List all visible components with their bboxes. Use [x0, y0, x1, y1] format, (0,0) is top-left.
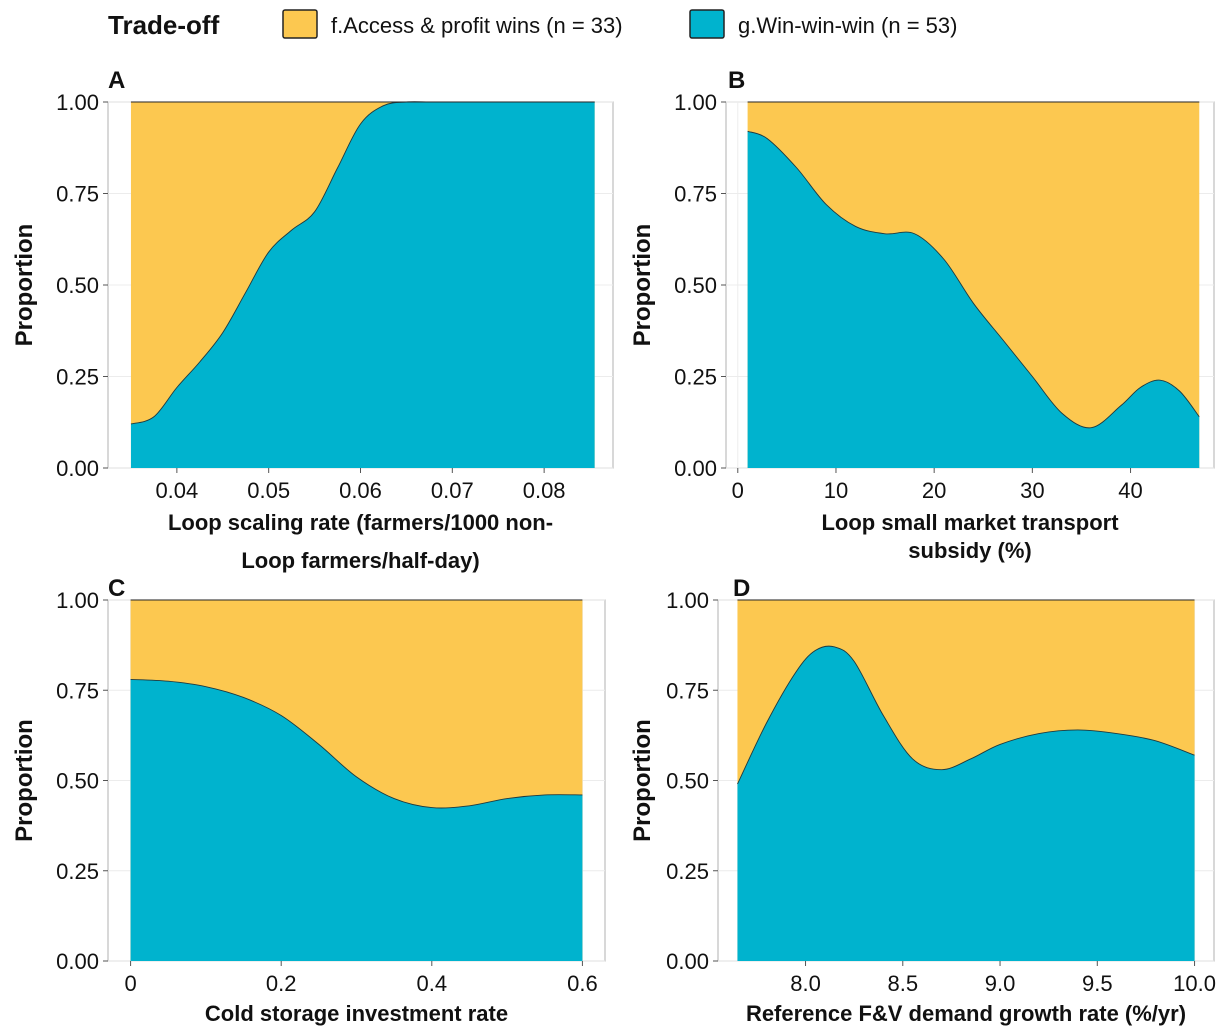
panel-letter: D: [733, 575, 750, 602]
panels: 0.00 0.25 0.50 0.75 1.00 0.04 0.05 0.06 0.07 0.08…: [11, 67, 1216, 1026]
area-win-win-win: [130, 101, 595, 469]
y-tick-label: 0.00: [674, 456, 717, 481]
x-axis-label: Reference F&V demand growth rate (%/yr): [746, 1001, 1186, 1026]
x-tick-label: 0.6: [567, 971, 598, 996]
y-tick-label: 1.00: [56, 588, 99, 613]
y-tick-label: 1.00: [666, 588, 709, 613]
x-axis-label: Loop farmers/half-day): [241, 548, 479, 573]
x-tick-label: 40: [1118, 478, 1142, 503]
x-tick-label: 0.08: [523, 478, 566, 503]
area-win-win-win: [747, 131, 1200, 468]
x-tick-label: 0.2: [266, 971, 297, 996]
legend-swatch-access-profit: [282, 9, 318, 39]
x-tick-label: 0: [124, 971, 136, 996]
area-win-win-win: [737, 646, 1195, 961]
x-tick-label: 0: [732, 478, 744, 503]
x-tick-label: 8.0: [790, 971, 821, 996]
y-tick-label: 1.00: [674, 90, 717, 115]
legend-label-win-win-win: g.Win-win-win (n = 53): [738, 13, 957, 38]
y-tick-label: 0.75: [56, 678, 99, 703]
x-tick-label: 20: [922, 478, 946, 503]
y-axis-label: Proportion: [629, 224, 656, 347]
x-axis-label: Loop scaling rate (farmers/1000 non-: [168, 510, 553, 535]
panel-a: 0.00 0.25 0.50 0.75 1.00 0.04 0.05 0.06 0.07 0.08…: [11, 67, 614, 573]
panel-letter: A: [108, 67, 125, 94]
area-win-win-win: [130, 679, 583, 961]
panel-b: 0.00 0.25 0.50 0.75 1.00 0 10 20 30 40 B Proportion…: [629, 67, 1215, 563]
y-tick-label: 0.00: [56, 949, 99, 974]
legend-title: Trade-off: [108, 10, 220, 40]
x-tick-label: 0.4: [417, 971, 448, 996]
boundary-line: [737, 645, 1195, 785]
x-tick-label: 0.06: [339, 478, 382, 503]
panel-c: 0.00 0.25 0.50 0.75 1.00 0 0.2 0.4 0.6 C Proportio…: [11, 575, 606, 1026]
y-tick-label: 0.75: [56, 182, 99, 207]
y-tick-label: 1.00: [56, 90, 99, 115]
y-axis-label: Proportion: [629, 719, 656, 842]
boundary-line: [130, 678, 583, 809]
y-tick-label: 0.25: [674, 365, 717, 390]
y-tick-label: 0.75: [666, 678, 709, 703]
y-tick-label: 0.50: [56, 769, 99, 794]
x-tick-label: 8.5: [887, 971, 918, 996]
x-tick-label: 0.07: [431, 478, 474, 503]
legend-label-access-profit: f.Access & profit wins (n = 33): [331, 13, 623, 38]
x-tick-label: 9.5: [1082, 971, 1113, 996]
x-axis-label: Loop small market transport: [821, 510, 1119, 535]
y-axis-label: Proportion: [11, 224, 38, 347]
y-tick-label: 0.50: [56, 273, 99, 298]
x-tick-label: 30: [1020, 478, 1044, 503]
boundary-line: [747, 130, 1200, 429]
x-tick-label: 0.04: [155, 478, 198, 503]
x-tick-label: 0.05: [247, 478, 290, 503]
x-tick-label: 9.0: [985, 971, 1016, 996]
panel-letter: C: [108, 575, 125, 602]
x-axis-label: subsidy (%): [908, 538, 1031, 563]
x-tick-label: 10: [824, 478, 848, 503]
y-tick-label: 0.25: [56, 365, 99, 390]
y-tick-label: 0.25: [56, 859, 99, 884]
legend: Trade-off f.Access & profit wins (n = 33…: [108, 9, 957, 40]
y-tick-label: 0.50: [674, 273, 717, 298]
x-tick-label: 10.0: [1173, 971, 1216, 996]
legend-swatch-win-win-win: [689, 9, 725, 39]
panel-letter: B: [728, 67, 745, 94]
x-axis-label: Cold storage investment rate: [205, 1001, 508, 1026]
y-tick-label: 0.75: [674, 182, 717, 207]
y-axis-label: Proportion: [11, 719, 38, 842]
panel-d: 0.00 0.25 0.50 0.75 1.00 8.0 8.5 9.0 9.5 10.0 D Pro…: [629, 575, 1216, 1026]
y-tick-label: 0.25: [666, 859, 709, 884]
y-tick-label: 0.00: [56, 456, 99, 481]
y-tick-label: 0.00: [666, 949, 709, 974]
y-tick-label: 0.50: [666, 769, 709, 794]
